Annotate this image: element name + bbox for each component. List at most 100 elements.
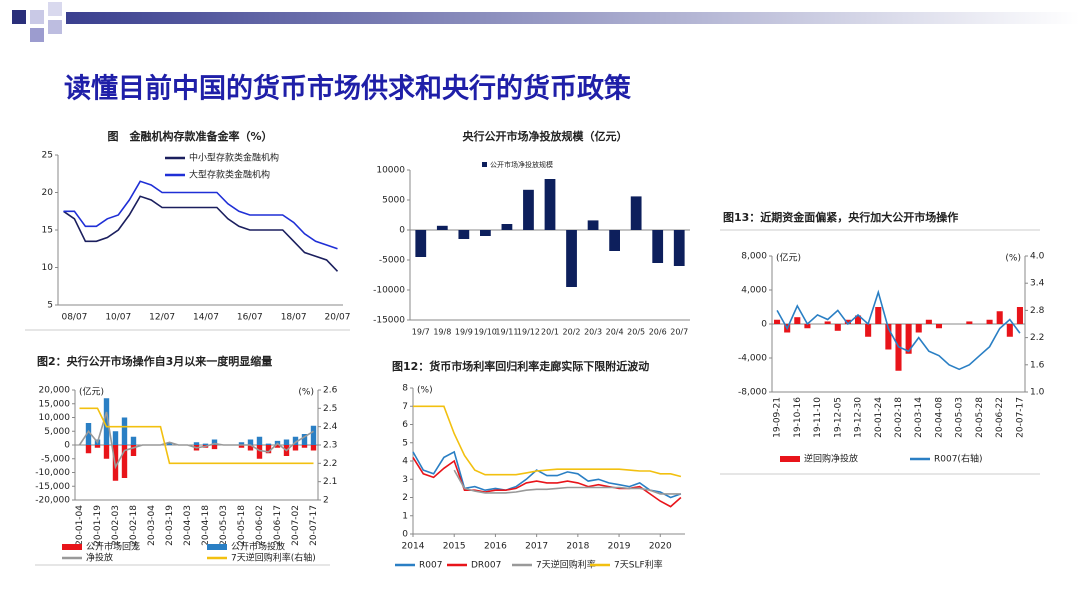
- bar: [301, 445, 308, 448]
- bar: [211, 439, 218, 445]
- y-tick-label: 6: [402, 420, 408, 430]
- x-tick-label: 18/07: [281, 313, 307, 323]
- legend-label: 7天逆回购利率(右轴): [231, 552, 316, 564]
- bar: [265, 445, 272, 454]
- bar: [804, 324, 811, 329]
- x-tick-label: 2014: [402, 542, 425, 552]
- bar: [436, 225, 448, 230]
- x-tick-label: 20-03-19: [165, 505, 175, 546]
- x-tick-label: 19/10: [474, 328, 497, 337]
- x-tick-label: 19/11: [495, 328, 518, 337]
- bar: [301, 434, 308, 445]
- bar: [925, 319, 932, 324]
- x-tick-label: 16/07: [237, 313, 263, 323]
- x-tick-label: 20-04-03: [183, 505, 193, 546]
- bar: [566, 230, 577, 287]
- y-tick-label: 15,000: [39, 399, 71, 409]
- x-tick-label: 20-03-14: [914, 397, 924, 438]
- x-tick-label: 19-12-30: [854, 397, 864, 438]
- y-tick-label: -15000: [373, 316, 405, 326]
- x-tick-label: 19-12-05: [833, 397, 843, 438]
- y-tick-label: 5,000: [44, 427, 70, 437]
- y-tick-label: 5: [47, 301, 53, 311]
- y-tick-label: 3.4: [1030, 279, 1045, 289]
- x-tick-label: 20/2: [563, 328, 581, 337]
- legend-label: 公开市场投放: [231, 541, 285, 553]
- bar: [966, 321, 973, 324]
- x-tick-label: 2019: [608, 542, 631, 552]
- x-tick-label: 20-01-04: [75, 505, 85, 546]
- bar: [915, 324, 922, 333]
- bar: [310, 445, 317, 451]
- bar: [986, 319, 993, 324]
- x-tick-label: 20-06-02: [255, 505, 265, 546]
- bar: [85, 423, 92, 445]
- y-axis-label: (亿元): [776, 252, 801, 264]
- y-tick-label: -10,000: [35, 468, 70, 478]
- legend-label: 7天SLF利率: [614, 559, 663, 571]
- y-tick-label: 2.3: [323, 441, 337, 451]
- x-tick-label: 2018: [566, 542, 589, 552]
- x-tick-label: 20/4: [606, 328, 624, 337]
- x-tick-label: 20/07: [325, 313, 351, 323]
- y-tick-label: 8: [402, 384, 408, 394]
- x-tick-label: 12/07: [149, 313, 175, 323]
- x-tick-label: 19/12: [517, 328, 540, 337]
- x-tick-label: 19/8: [433, 328, 451, 337]
- y-tick-label: 1.6: [1030, 360, 1045, 370]
- bar: [265, 443, 272, 445]
- x-tick-label: 20-06-22: [995, 397, 1005, 438]
- x-tick-label: 20-02-18: [129, 505, 139, 546]
- bar: [774, 319, 781, 324]
- legend-label: 公开市场回笼: [86, 541, 140, 553]
- x-tick-label: 20-02-03: [111, 505, 121, 546]
- y-tick-label: 2.1: [323, 477, 337, 487]
- y-tick-label: -5,000: [41, 454, 70, 464]
- bar: [202, 443, 209, 445]
- series-line: [63, 180, 338, 250]
- y-tick-label: 2: [402, 493, 408, 503]
- x-tick-label: 20-04-18: [201, 505, 211, 546]
- y-tick-label: 1: [402, 511, 408, 521]
- bar: [609, 230, 620, 251]
- bar: [865, 324, 872, 337]
- legend-label: 大型存款类金融机构: [189, 169, 270, 181]
- legend-label: 逆回购净投放: [804, 453, 858, 465]
- bar: [130, 436, 137, 445]
- y-tick-label: 1.0: [1030, 388, 1045, 398]
- x-tick-label: 19/7: [412, 328, 430, 337]
- bar: [1006, 324, 1013, 337]
- x-tick-label: 10/07: [105, 313, 131, 323]
- x-tick-label: 20-07-17: [1015, 397, 1025, 438]
- legend-swatch: [207, 544, 227, 550]
- chart-title: 图13：近期资金面偏紧，央行加大公开市场操作: [723, 210, 958, 224]
- bar: [166, 442, 173, 445]
- y2-axis-label: (%): [298, 388, 314, 398]
- x-tick-label: 20-07-02: [291, 505, 301, 546]
- bar: [458, 230, 470, 239]
- bar: [630, 196, 642, 230]
- bar: [274, 445, 281, 448]
- chart-title: 图2：央行公开市场操作自3月以来一度明显缩量: [37, 354, 272, 368]
- y-tick-label: 4,000: [741, 286, 767, 296]
- bar: [480, 230, 491, 236]
- x-tick-label: 20/3: [584, 328, 602, 337]
- legend-swatch: [780, 456, 800, 462]
- x-tick-label: 20/5: [627, 328, 645, 337]
- bar: [130, 445, 137, 456]
- bar: [121, 445, 128, 478]
- x-tick-label: 20-06-17: [273, 505, 283, 546]
- bar: [283, 439, 290, 445]
- bar: [501, 224, 513, 230]
- bar: [523, 189, 534, 230]
- x-tick-label: 20-04-08: [934, 397, 944, 438]
- x-tick-label: 20-05-18: [237, 505, 247, 546]
- x-tick-label: 2017: [525, 542, 548, 552]
- y-tick-label: -5000: [379, 256, 405, 266]
- y-tick-label: 5: [402, 438, 408, 448]
- legend-label: R007: [419, 561, 442, 571]
- legend-swatch: [482, 162, 487, 167]
- bar: [844, 319, 851, 324]
- bar: [247, 445, 254, 451]
- series-line: [412, 456, 682, 508]
